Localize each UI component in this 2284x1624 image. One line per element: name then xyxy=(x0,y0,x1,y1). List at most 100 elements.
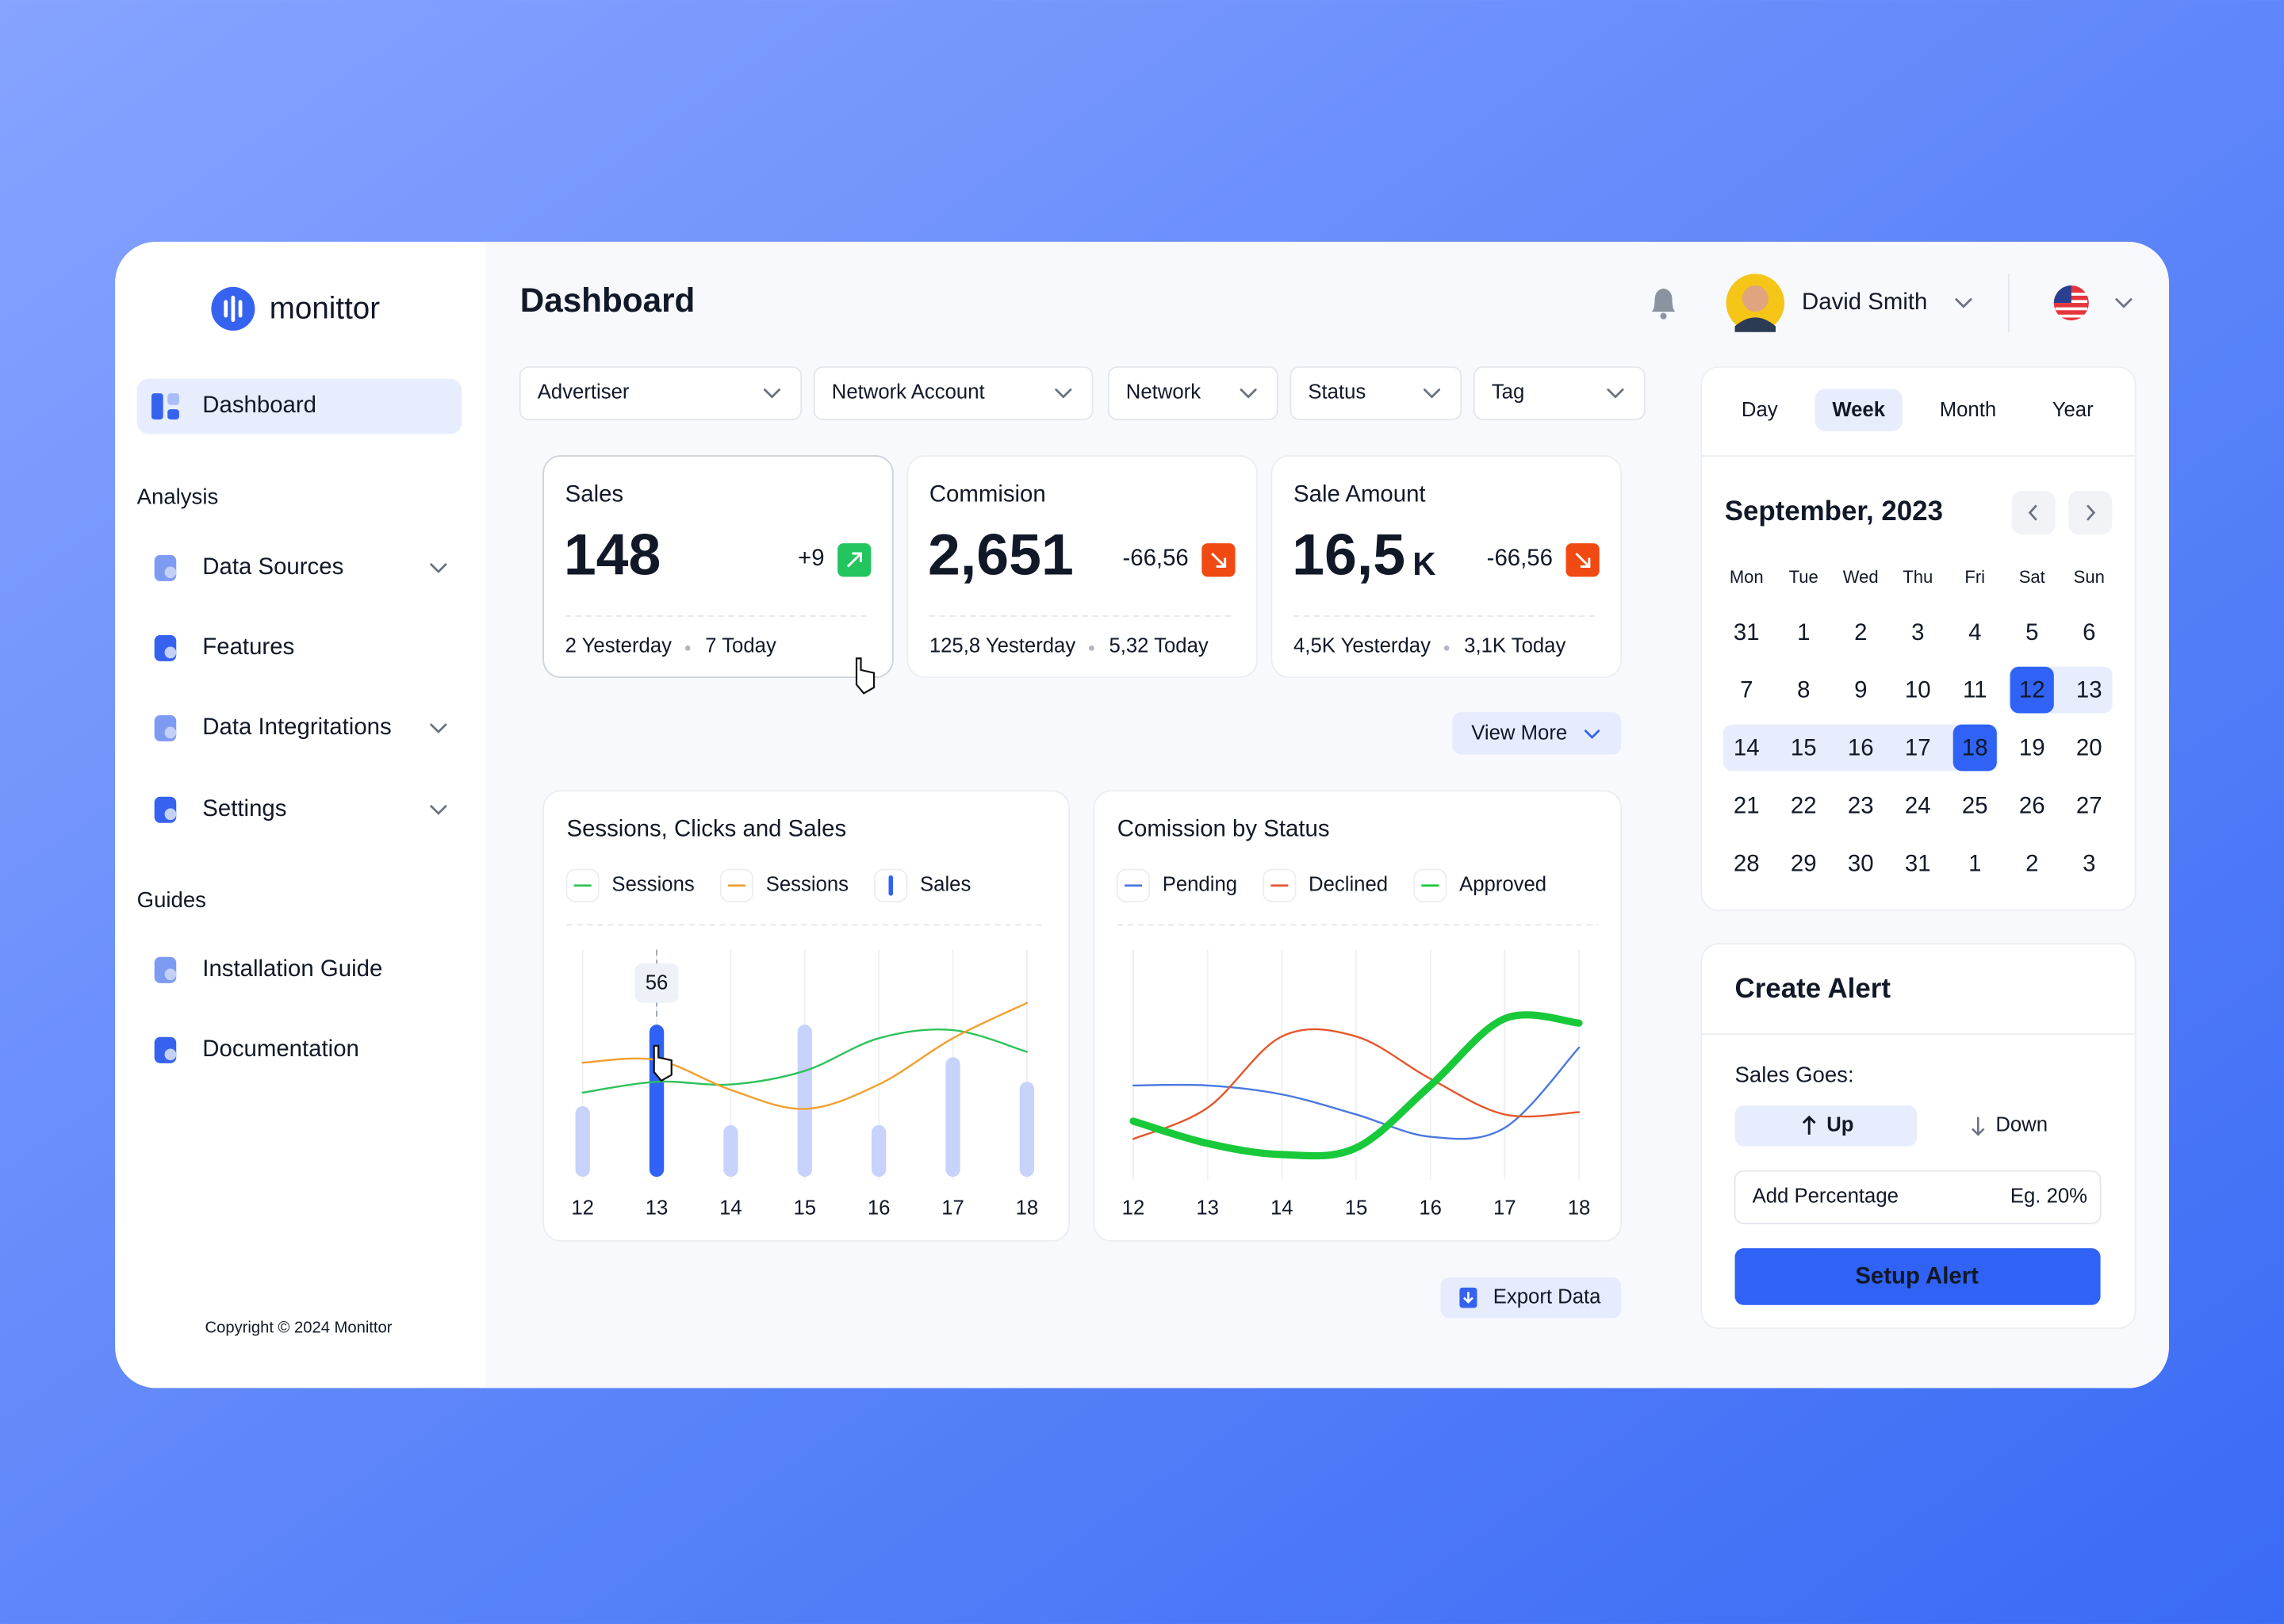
view-more-button[interactable] xyxy=(1452,712,1622,755)
export-button[interactable] xyxy=(1440,1277,1622,1319)
filter-dropdown[interactable] xyxy=(813,366,1094,420)
calendar-day[interactable]: 4 xyxy=(1968,619,1981,645)
bar[interactable] xyxy=(575,1105,590,1178)
bell-icon xyxy=(1660,312,1667,320)
line-series xyxy=(1132,1046,1581,1140)
chevron-icon xyxy=(430,723,447,733)
calendar-day[interactable]: 9 xyxy=(1854,677,1867,703)
filter-dropdown[interactable] xyxy=(519,366,803,420)
calendar-tab[interactable]: Day xyxy=(1742,399,1778,421)
nav-item[interactable]: Data Sources xyxy=(202,553,343,580)
calendar-day[interactable]: 8 xyxy=(1797,677,1810,703)
calendar-day[interactable]: 19 xyxy=(2019,735,2045,761)
calendar-day[interactable]: 25 xyxy=(1962,793,1988,819)
calendar-day[interactable]: 22 xyxy=(1791,793,1817,819)
bell-icon[interactable] xyxy=(1651,288,1676,312)
calendar-day[interactable]: 26 xyxy=(2019,793,2045,819)
nav-active-bg[interactable] xyxy=(136,378,462,435)
calendar-day[interactable]: 15 xyxy=(1791,735,1817,761)
nav-item[interactable]: Data Integritations xyxy=(202,714,391,740)
calendar-day[interactable]: 7 xyxy=(1740,677,1753,703)
calendar-day[interactable]: 29 xyxy=(1791,850,1817,876)
user-name[interactable]: David Smith xyxy=(1802,289,1927,315)
nav-item[interactable]: Features xyxy=(202,634,294,660)
calendar-tab[interactable]: Month xyxy=(1940,399,1996,421)
x-tick-label: 14 xyxy=(719,1197,742,1219)
stat-card[interactable] xyxy=(906,454,1259,679)
nav-section-title: Analysis xyxy=(137,484,219,508)
calendar-day[interactable]: 24 xyxy=(1905,793,1931,819)
filter-dropdown[interactable] xyxy=(1290,366,1462,420)
calendar-day[interactable]: 10 xyxy=(1905,677,1931,703)
stat-yesterday: 4,5K Yesterday xyxy=(1293,634,1431,657)
bar[interactable] xyxy=(1019,1082,1035,1178)
trend-arrow xyxy=(1211,552,1227,568)
chart-title: Comission by Status xyxy=(1117,816,1330,842)
percentage-input[interactable] xyxy=(1734,1170,2102,1224)
cursor xyxy=(653,1044,673,1082)
nav-item[interactable]: Documentation xyxy=(202,1036,359,1062)
alert-option[interactable]: Up xyxy=(1826,1114,1853,1136)
bar[interactable] xyxy=(723,1124,738,1178)
alert-option[interactable]: Down xyxy=(1995,1114,2048,1136)
calendar-day[interactable]: 28 xyxy=(1734,850,1760,876)
calendar-day[interactable]: 16 xyxy=(1848,735,1874,761)
calendar-day[interactable]: 13 xyxy=(2076,677,2102,703)
nav-item[interactable]: Dashboard xyxy=(202,392,316,418)
calendar-day[interactable]: 2 xyxy=(1854,619,1867,645)
chart-card xyxy=(542,790,1071,1242)
export-label[interactable]: Export Data xyxy=(1493,1285,1601,1308)
nav-item[interactable]: Installation Guide xyxy=(202,956,382,982)
setup-alert-label[interactable]: Setup Alert xyxy=(1855,1263,1979,1289)
calendar-day[interactable]: 6 xyxy=(2083,619,2095,645)
calendar-day[interactable]: 31 xyxy=(1734,619,1760,645)
logo-bar xyxy=(224,300,228,318)
calendar-day[interactable]: 11 xyxy=(1963,677,1987,703)
chevron-icon xyxy=(763,388,781,399)
calendar-day[interactable]: 18 xyxy=(1962,735,1988,761)
calendar-day[interactable]: 1 xyxy=(1797,619,1810,645)
flag-stripe xyxy=(2055,307,2088,311)
calendar-day[interactable]: 31 xyxy=(1905,850,1931,876)
trend-arrow xyxy=(846,552,862,568)
bar[interactable] xyxy=(871,1124,887,1178)
nav-icon xyxy=(164,1048,177,1061)
calendar-nav[interactable] xyxy=(2011,491,2056,535)
stat-title: Sale Amount xyxy=(1293,481,1426,507)
filter-dropdown[interactable] xyxy=(1473,366,1646,420)
x-tick-label: 12 xyxy=(571,1197,594,1219)
x-tick-label: 18 xyxy=(1568,1197,1591,1219)
calendar-day[interactable]: 1 xyxy=(1968,850,1981,876)
calendar-day[interactable]: 14 xyxy=(1734,735,1760,761)
stat-card[interactable] xyxy=(1270,454,1623,679)
calendar-day[interactable]: 2 xyxy=(2025,850,2038,876)
calendar-day[interactable]: 5 xyxy=(2025,619,2038,645)
calendar-day[interactable]: 12 xyxy=(2019,677,2045,703)
calendar-day[interactable]: 3 xyxy=(1911,619,1924,645)
setup-alert-button[interactable] xyxy=(1734,1248,2101,1305)
bar[interactable] xyxy=(945,1057,960,1178)
alert-title: Create Alert xyxy=(1735,973,1891,1004)
date-selected xyxy=(1953,724,1997,772)
calendar-day[interactable]: 17 xyxy=(1905,735,1931,761)
calendar-day[interactable]: 27 xyxy=(2076,793,2102,819)
option-active-bg[interactable] xyxy=(1734,1105,1918,1147)
calendar-tab[interactable]: Week xyxy=(1832,399,1885,421)
calendar-day[interactable]: 20 xyxy=(2076,735,2102,761)
stat-card[interactable] xyxy=(542,454,894,679)
weekday: Thu xyxy=(1903,567,1933,587)
view-more-label[interactable]: View More xyxy=(1471,722,1567,745)
calendar-day[interactable]: 21 xyxy=(1734,793,1760,819)
calendar-day[interactable]: 30 xyxy=(1848,850,1874,876)
legend-label: Declined xyxy=(1309,874,1388,896)
calendar-day[interactable]: 3 xyxy=(2083,850,2095,876)
bar[interactable] xyxy=(797,1025,812,1178)
calendar-nav[interactable] xyxy=(2068,491,2113,535)
input-hint: Eg. 20% xyxy=(2010,1185,2087,1208)
calendar-day[interactable]: 23 xyxy=(1848,793,1874,819)
date-range-bg xyxy=(1723,724,1998,772)
calendar-tab[interactable]: Year xyxy=(2052,399,2094,421)
filter-dropdown[interactable] xyxy=(1107,366,1278,420)
nav-item[interactable]: Settings xyxy=(202,795,286,822)
